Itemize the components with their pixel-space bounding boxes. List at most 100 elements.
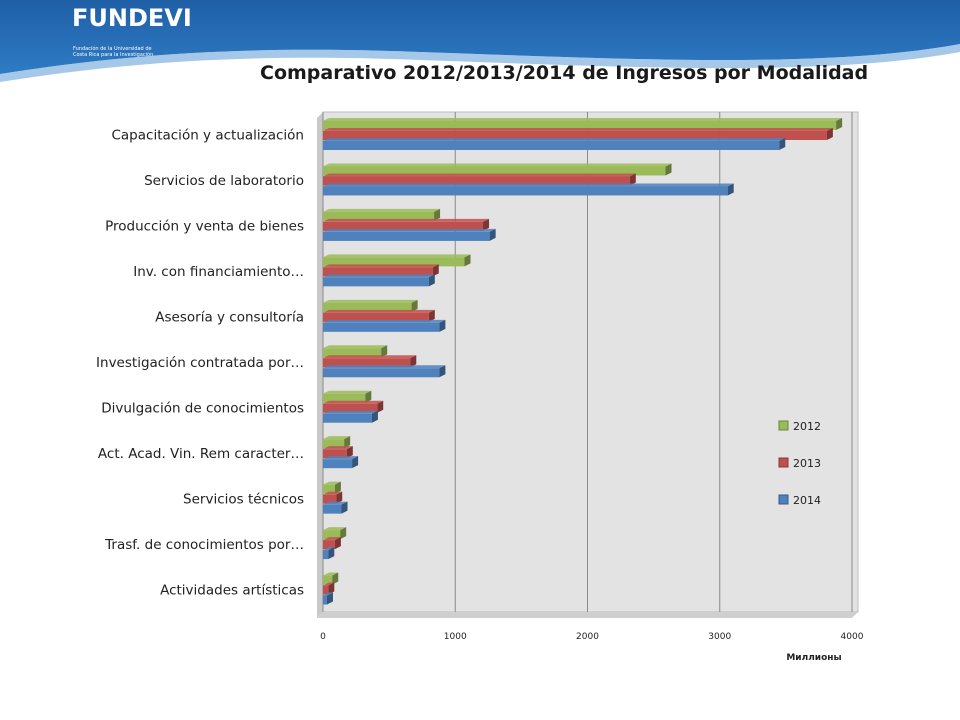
bar-top-face <box>323 481 341 485</box>
category-label: Actividades artísticas <box>160 582 304 598</box>
bar-side-face <box>334 481 341 494</box>
bar-side-face <box>381 345 388 358</box>
bar-front-face <box>323 550 329 560</box>
bar-side-face <box>328 582 335 595</box>
bar-2012 <box>323 118 843 130</box>
bar-2014 <box>323 138 786 150</box>
bar-2012 <box>323 163 672 176</box>
bar-top-face <box>323 183 734 187</box>
bar-side-face <box>779 138 786 150</box>
bar-front-face <box>323 595 327 605</box>
bar-top-face <box>323 572 339 576</box>
bar-side-face <box>346 446 353 459</box>
legend-label: 2013 <box>793 457 821 470</box>
x-tick-label: 1000 <box>444 632 467 642</box>
bar-front-face <box>323 322 440 332</box>
x-axis-unit-label: Миллионы <box>786 653 841 663</box>
bar-side-face <box>439 365 446 378</box>
bar-2014 <box>323 592 333 605</box>
bar-front-face <box>323 540 335 550</box>
bar-2014 <box>323 228 496 241</box>
bar-side-face <box>341 501 348 514</box>
logo-subtitle: Fundación de la Universidad de Costa Ric… <box>73 46 154 58</box>
bar-top-face <box>323 138 786 141</box>
bar-front-face <box>323 302 412 312</box>
bar-top-face <box>323 274 435 278</box>
category-label: Capacitación y actualización <box>111 128 304 144</box>
bar-side-face <box>432 264 439 277</box>
bar-front-face <box>323 186 728 196</box>
category-label: Producción y venta de bienes <box>105 219 304 235</box>
x-tick-label: 0 <box>320 632 326 642</box>
chart-title: Comparativo 2012/2013/2014 de Ingresos p… <box>260 62 869 84</box>
bar-front-face <box>323 221 484 231</box>
bar-front-face <box>323 312 429 322</box>
bar-2014 <box>323 547 335 560</box>
bar-2014 <box>323 274 435 287</box>
bar-top-face <box>323 537 341 541</box>
bar-top-face <box>323 128 833 131</box>
bar-side-face <box>332 572 339 585</box>
bar-2012 <box>323 572 339 585</box>
bar-2012 <box>323 208 441 221</box>
bar-top-face <box>323 436 351 440</box>
bar-front-face <box>323 277 429 287</box>
bar-2013 <box>323 491 343 504</box>
category-label: Divulgación de conocimientos <box>101 400 304 416</box>
bar-side-face <box>428 309 435 322</box>
bar-side-face <box>344 436 351 449</box>
bar-side-face <box>334 537 341 550</box>
bar-2012 <box>323 481 341 494</box>
bar-2012 <box>323 390 372 403</box>
bar-front-face <box>323 211 435 221</box>
bar-side-face <box>665 163 672 176</box>
bar-side-face <box>428 274 435 287</box>
bar-top-face <box>323 299 418 303</box>
bar-top-face <box>323 390 372 394</box>
bar-top-face <box>323 527 347 531</box>
category-label: Trasf. de conocimientos por… <box>104 537 304 553</box>
bar-2014 <box>323 456 359 469</box>
bar-front-face <box>323 530 341 540</box>
bar-front-face <box>323 131 827 140</box>
category-label: Servicios técnicos <box>183 491 304 507</box>
category-label: Act. Acad. Vin. Rem caracter… <box>98 446 304 462</box>
bar-top-face <box>323 547 335 551</box>
bar-front-face <box>323 257 465 267</box>
bar-top-face <box>323 355 417 359</box>
bar-side-face <box>629 173 636 186</box>
bar-front-face <box>323 141 780 150</box>
bar-2013 <box>323 218 490 231</box>
legend-swatch-2013 <box>778 457 789 468</box>
bar-side-face <box>340 527 347 540</box>
bar-front-face <box>323 393 366 403</box>
bar-2013 <box>323 400 384 413</box>
category-label: Investigación contratada por… <box>96 355 304 371</box>
category-label: Inv. con financiamiento… <box>133 264 304 280</box>
bar-side-face <box>489 228 496 241</box>
bar-top-face <box>323 491 343 495</box>
legend-swatch-2014 <box>778 494 789 505</box>
bar-top-face <box>323 365 446 369</box>
bar-2013 <box>323 446 353 459</box>
legend-label: 2012 <box>793 420 821 433</box>
bar-side-face <box>826 128 833 140</box>
bar-side-face <box>410 355 417 368</box>
bar-front-face <box>323 358 411 368</box>
bar-2013 <box>323 264 439 277</box>
bar-front-face <box>323 231 490 241</box>
bar-2014 <box>323 183 734 196</box>
bar-front-face <box>323 494 337 504</box>
bar-side-face <box>439 319 446 332</box>
bar-front-face <box>323 176 630 186</box>
bar-2014 <box>323 501 348 514</box>
bar-top-face <box>323 118 843 121</box>
bar-front-face <box>323 413 372 423</box>
bar-2012 <box>323 345 388 358</box>
bar-top-face <box>323 592 333 596</box>
bar-front-face <box>323 368 440 378</box>
bar-side-face <box>411 299 418 312</box>
bar-2014 <box>323 365 446 378</box>
bar-top-face <box>323 309 435 313</box>
